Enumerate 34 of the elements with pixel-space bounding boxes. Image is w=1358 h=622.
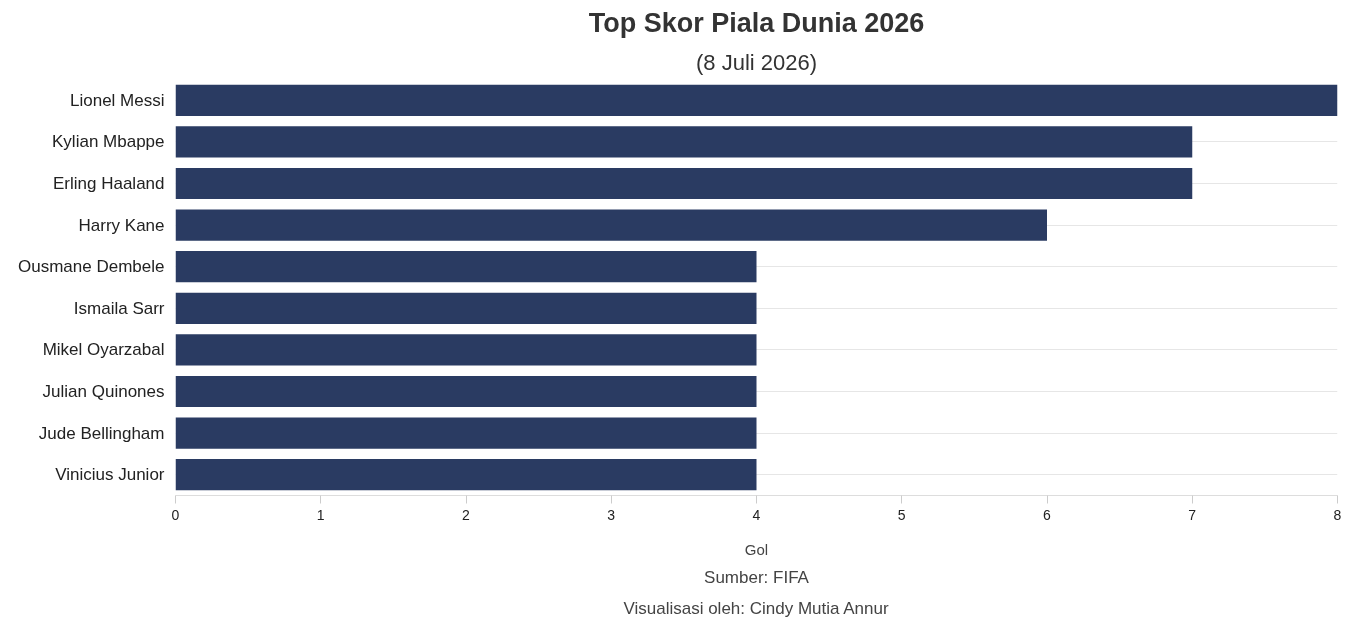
bar bbox=[175, 251, 757, 283]
x-tick-label: 5 bbox=[897, 506, 906, 523]
x-axis-title: Gol bbox=[744, 540, 769, 558]
bar bbox=[175, 375, 757, 408]
y-tick-label: Harry Kane bbox=[78, 215, 165, 235]
chart-title: Top Skor Piala Dunia 2026 bbox=[588, 7, 925, 38]
x-tick-label: 3 bbox=[607, 506, 616, 523]
y-tick-label: Vinicius Junior bbox=[55, 465, 165, 485]
bar bbox=[175, 84, 1338, 116]
x-tick-label: 1 bbox=[316, 506, 325, 523]
y-tick-label: Kylian Mbappe bbox=[52, 132, 165, 152]
y-tick-label: Julian Quinones bbox=[42, 382, 165, 401]
bar bbox=[175, 417, 757, 449]
y-tick-label: Ismaila Sarr bbox=[73, 298, 165, 318]
x-tick-label: 0 bbox=[171, 506, 180, 523]
x-tick-label: 6 bbox=[1043, 506, 1052, 523]
x-tick-label: 2 bbox=[462, 506, 471, 523]
text: Visualisasi oleh: Cindy Mutia Annur bbox=[623, 598, 889, 618]
bar bbox=[175, 292, 757, 324]
bar bbox=[175, 126, 1193, 158]
bar bbox=[175, 167, 1193, 200]
x-tick-label: 4 bbox=[752, 506, 761, 523]
y-tick-label: Erling Haaland bbox=[52, 174, 165, 193]
y-tick-label: Mikel Oyarzabal bbox=[42, 340, 165, 360]
y-tick-label: Ousmane Dembele bbox=[18, 257, 165, 277]
text: Sumber: FIFA bbox=[704, 567, 810, 587]
bar bbox=[175, 459, 757, 491]
x-tick-label: 8 bbox=[1333, 506, 1342, 523]
y-tick-label: Jude Bellingham bbox=[38, 423, 165, 443]
chart-subtitle: (8 Juli 2026) bbox=[695, 49, 818, 75]
bar bbox=[175, 209, 1047, 241]
y-tick-label: Lionel Messi bbox=[70, 90, 165, 110]
x-tick-label: 7 bbox=[1188, 506, 1197, 523]
bar bbox=[175, 334, 757, 366]
